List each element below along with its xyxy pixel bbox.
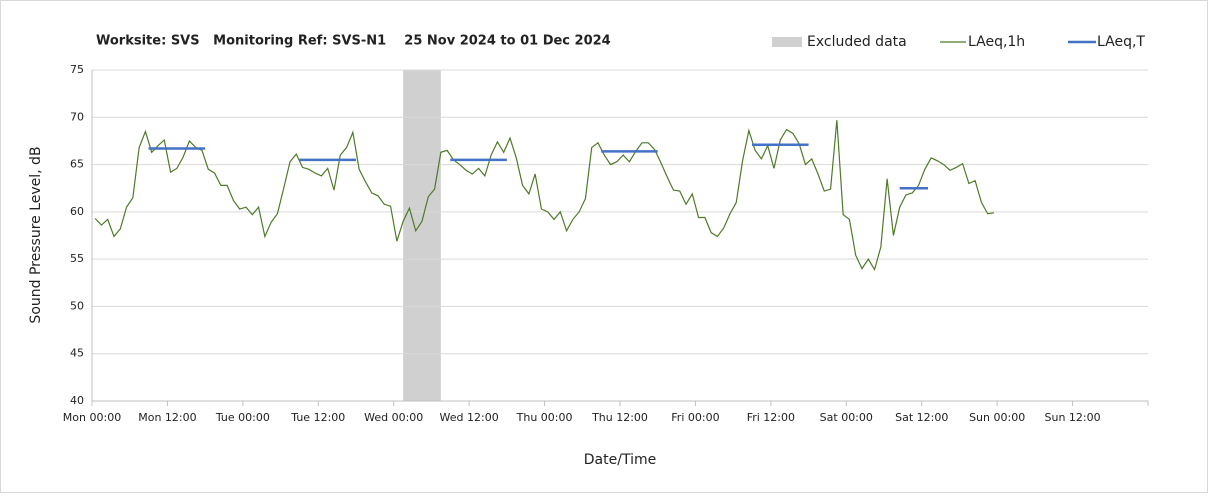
- x-tick-label: Thu 00:00: [516, 411, 573, 424]
- y-tick-label: 55: [70, 252, 84, 265]
- x-tick-label: Sat 00:00: [820, 411, 873, 424]
- x-tick-label: Tue 00:00: [215, 411, 270, 424]
- x-tick-label: Sat 12:00: [895, 411, 948, 424]
- x-tick-label: Wed 00:00: [364, 411, 423, 424]
- y-tick-label: 65: [70, 158, 84, 171]
- x-tick-label: Fri 12:00: [747, 411, 795, 424]
- y-tick-label: 60: [70, 205, 84, 218]
- legend-label: LAeq,1h: [968, 34, 1025, 50]
- legend-swatch: [772, 37, 802, 47]
- x-tick-label: Sun 12:00: [1045, 411, 1101, 424]
- x-tick-label: Thu 12:00: [591, 411, 648, 424]
- data-line: [94, 120, 995, 272]
- legend-label: Excluded data: [807, 34, 907, 50]
- x-tick-label: Mon 00:00: [63, 411, 121, 424]
- excluded-band: [403, 70, 441, 401]
- y-tick-label: 40: [70, 394, 84, 407]
- y-tick-label: 50: [70, 299, 84, 312]
- x-tick-label: Wed 12:00: [440, 411, 499, 424]
- x-tick-label: Mon 12:00: [138, 411, 196, 424]
- y-tick-label: 70: [70, 110, 84, 123]
- y-tick-label: 75: [70, 63, 84, 76]
- x-tick-label: Sun 00:00: [969, 411, 1025, 424]
- y-axis-label: Sound Pressure Level, dB: [28, 146, 44, 323]
- x-tick-label: Tue 12:00: [290, 411, 345, 424]
- chart-title: Worksite: SVS Monitoring Ref: SVS-N1 25 …: [96, 34, 611, 49]
- y-tick-label: 45: [70, 347, 84, 360]
- legend-label: LAeq,T: [1097, 34, 1145, 50]
- x-axis-label: Date/Time: [584, 452, 656, 468]
- x-tick-label: Fri 00:00: [671, 411, 719, 424]
